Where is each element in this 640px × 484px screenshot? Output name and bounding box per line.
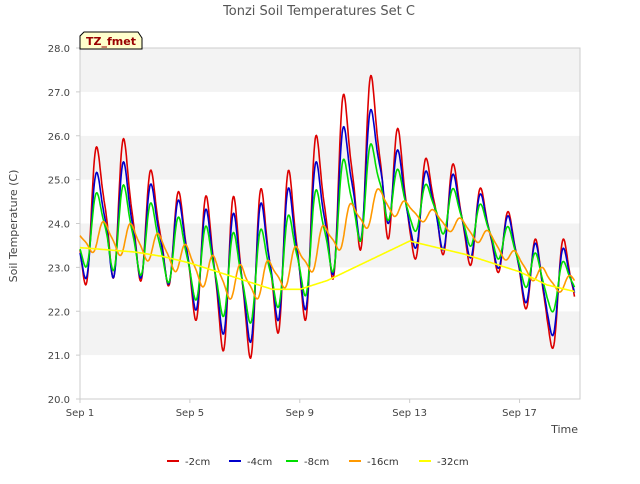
series-line-minus-16cm	[79, 188, 576, 300]
x-tick-label: Sep 5	[176, 408, 204, 419]
legend-label: -2cm	[185, 457, 210, 468]
series-line-minus-32cm	[79, 240, 575, 293]
grid-bands	[80, 48, 580, 399]
y-axis-label: Soil Temperature (C)	[7, 170, 20, 283]
grid-band	[80, 311, 580, 356]
grid-band	[80, 135, 580, 180]
legend-label: -32cm	[437, 457, 469, 468]
y-tick-label: 25.0	[48, 176, 70, 187]
y-tick-label: 27.0	[48, 88, 70, 99]
station-badge-shape	[79, 31, 143, 50]
station-badge-text: TZ_fmet	[86, 35, 136, 48]
grid-band	[80, 267, 580, 312]
y-tick-label: 28.0	[48, 44, 70, 55]
grid-band	[80, 179, 580, 224]
y-tick-label: 20.0	[48, 395, 70, 406]
legend-label: -8cm	[304, 457, 329, 468]
y-tick-label: 21.0	[48, 351, 70, 362]
legend-label: -16cm	[367, 457, 399, 468]
y-tick-label: 24.0	[48, 220, 70, 231]
station-badge: TZ_fmet	[79, 31, 143, 50]
x-tick-label: Sep 1	[66, 408, 94, 419]
y-axis-ticks: 20.0 21.0 22.0 23.0 24.0 25.0 26.0 27.0 28.0	[48, 44, 80, 406]
chart-title: Tonzi Soil Temperatures Set C	[222, 4, 415, 19]
y-tick-label: 26.0	[48, 132, 70, 143]
grid-band	[80, 48, 580, 92]
grid-band	[80, 355, 580, 399]
x-tick-label: Sep 17	[502, 408, 537, 419]
y-tick-label: 22.0	[48, 307, 70, 318]
x-axis-label: Time	[550, 423, 578, 436]
x-axis-ticks: Sep 1 Sep 5 Sep 9 Sep 13 Sep 17	[66, 399, 537, 419]
y-tick-label: 23.0	[48, 263, 70, 274]
x-tick-label: Sep 13	[392, 408, 427, 419]
grid-band	[80, 91, 580, 136]
legend-label: -4cm	[247, 457, 272, 468]
x-tick-label: Sep 9	[286, 408, 314, 419]
legend: -2cm -4cm -8cm -16cm -32cm	[167, 457, 469, 468]
series-lines	[79, 74, 576, 359]
